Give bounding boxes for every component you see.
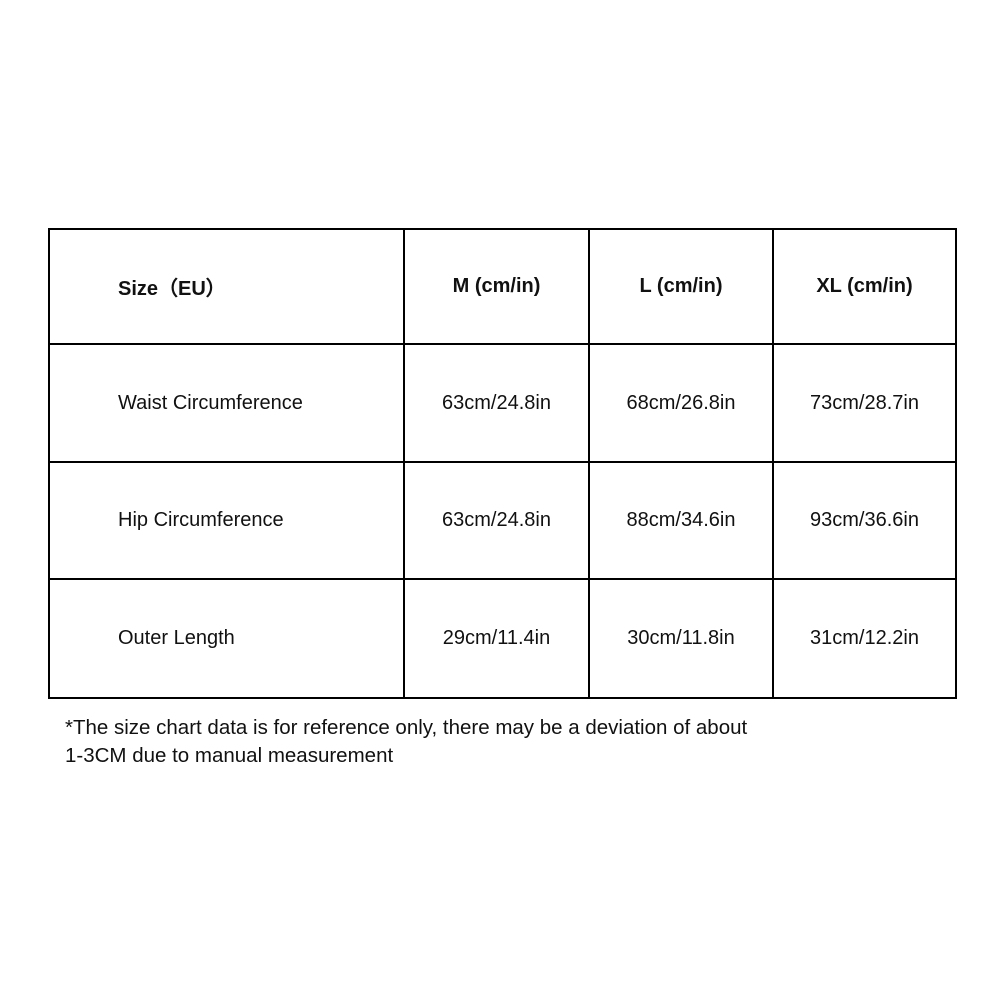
table-row-hip: Hip Circumference 63cm/24.8in 88cm/34.6i… (48, 461, 957, 580)
column-header-xl: XL (cm/in) (772, 228, 957, 345)
row-label-waist: Waist Circumference (48, 343, 405, 463)
footnote-text: *The size chart data is for reference on… (65, 714, 885, 769)
waist-xl-value: 73cm/28.7in (772, 343, 957, 463)
hip-m-value: 63cm/24.8in (403, 461, 590, 580)
footnote-line-2: 1-3CM due to manual measurement (65, 743, 394, 767)
column-header-size: Size（EU） (48, 228, 405, 345)
row-label-hip: Hip Circumference (48, 461, 405, 580)
outer-length-xl-value: 31cm/12.2in (772, 578, 957, 699)
table-row-outer-length: Outer Length 29cm/11.4in 30cm/11.8in 31c… (48, 578, 957, 699)
row-label-outer-length: Outer Length (48, 578, 405, 699)
waist-m-value: 63cm/24.8in (403, 343, 590, 463)
hip-xl-value: 93cm/36.6in (772, 461, 957, 580)
hip-l-value: 88cm/34.6in (588, 461, 774, 580)
outer-length-m-value: 29cm/11.4in (403, 578, 590, 699)
outer-length-l-value: 30cm/11.8in (588, 578, 774, 699)
column-header-m: M (cm/in) (403, 228, 590, 345)
waist-l-value: 68cm/26.8in (588, 343, 774, 463)
footnote-line-1: *The size chart data is for reference on… (65, 716, 748, 739)
table-header-row: Size（EU） M (cm/in) L (cm/in) XL (cm/in) (48, 228, 957, 345)
size-chart-table: Size（EU） M (cm/in) L (cm/in) XL (cm/in) … (48, 228, 957, 699)
table-row-waist: Waist Circumference 63cm/24.8in 68cm/26.… (48, 343, 957, 463)
column-header-l: L (cm/in) (588, 228, 774, 345)
